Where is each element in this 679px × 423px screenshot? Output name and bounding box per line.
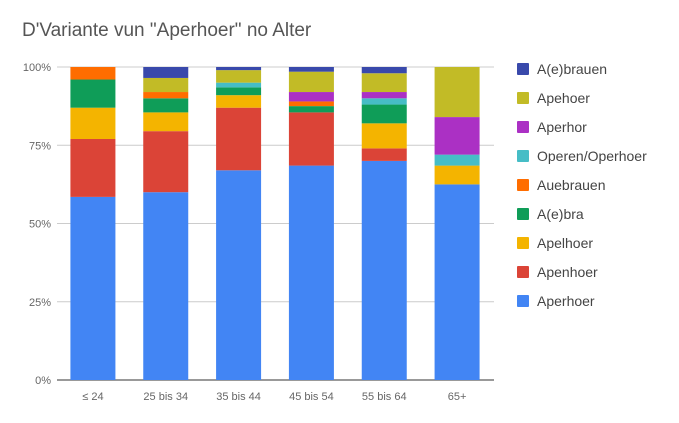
bar-segment-aperhor-3[interactable] — [288, 92, 334, 102]
bar-segment-apehoer-5[interactable] — [434, 67, 480, 118]
legend-swatch — [517, 208, 529, 220]
bar-segment-a-e-brauen-3[interactable] — [288, 67, 334, 72]
bar-segment-apehoer-3[interactable] — [288, 71, 334, 93]
y-tick-label: 25% — [29, 297, 51, 309]
legend-label: Apenhoer — [537, 264, 598, 280]
x-tick-label: 55 bis 64 — [362, 391, 407, 403]
bar-segment-auebrauen-1[interactable] — [143, 92, 189, 99]
x-tick-label: 25 bis 34 — [143, 391, 188, 403]
legend-label: Apelhoer — [537, 235, 593, 251]
legend-label: Apehoer — [537, 90, 590, 106]
y-tick-label: 0% — [35, 375, 51, 387]
bar-segment-apenhoer-0[interactable] — [70, 138, 116, 197]
legend-label: Aperhor — [537, 119, 587, 135]
bar-segment-a-e-brauen-4[interactable] — [361, 67, 407, 74]
legend-swatch — [517, 266, 529, 278]
legend-swatch — [517, 150, 529, 162]
bars — [70, 67, 480, 380]
legend-item-apelhoer[interactable]: Apelhoer — [517, 235, 593, 251]
legend-swatch — [517, 295, 529, 307]
bar-segment-aperhor-4[interactable] — [361, 92, 407, 99]
legend-item-auebrauen[interactable]: Auebrauen — [517, 177, 606, 193]
bar-segment-auebrauen-3[interactable] — [288, 101, 334, 107]
bar-segment-aperhoer-4[interactable] — [361, 160, 407, 380]
bar-segment-a-e-bra-0[interactable] — [70, 79, 116, 108]
legend-item-a-e-bra[interactable]: A(e)bra — [517, 206, 584, 222]
bar-segment-apehoer-4[interactable] — [361, 73, 407, 93]
bar-segment-apelhoer-4[interactable] — [361, 123, 407, 149]
bar-segment-apenhoer-2[interactable] — [216, 107, 262, 171]
y-tick-label: 75% — [29, 140, 51, 152]
x-tick-label: 35 bis 44 — [216, 391, 261, 403]
legend-item-aperhoer[interactable]: Aperhoer — [517, 293, 595, 309]
bar-segment-a-e-bra-2[interactable] — [216, 87, 262, 96]
bar-segment-apenhoer-3[interactable] — [288, 112, 334, 166]
y-tick-label: 50% — [29, 219, 51, 231]
legend-item-apehoer[interactable]: Apehoer — [517, 90, 590, 106]
gridlines — [57, 66, 494, 381]
legend-swatch — [517, 179, 529, 191]
bar-segment-operen-operhoer-2[interactable] — [216, 82, 262, 88]
legend-label: A(e)brauen — [537, 61, 607, 77]
legend-swatch — [517, 121, 529, 133]
legend-item-operen-operhoer[interactable]: Operen/Operhoer — [517, 148, 647, 164]
x-tick-label: ≤ 24 — [82, 391, 103, 403]
legend-swatch — [517, 237, 529, 249]
legend-swatch — [517, 92, 529, 104]
x-tick-label: 65+ — [448, 391, 467, 403]
bar-segment-a-e-bra-4[interactable] — [361, 104, 407, 124]
bar-segment-auebrauen-0[interactable] — [70, 67, 116, 80]
bar-segment-a-e-brauen-2[interactable] — [216, 67, 262, 71]
bar-segment-aperhoer-2[interactable] — [216, 170, 262, 380]
bar-segment-apenhoer-4[interactable] — [361, 148, 407, 161]
legend-item-a-e-brauen[interactable]: A(e)brauen — [517, 61, 607, 77]
bar-segment-aperhor-5[interactable] — [434, 117, 480, 155]
bar-segment-operen-operhoer-4[interactable] — [361, 98, 407, 105]
bar-segment-aperhoer-5[interactable] — [434, 184, 480, 380]
bar-segment-aperhoer-3[interactable] — [288, 165, 334, 380]
bar-segment-a-e-brauen-1[interactable] — [143, 67, 189, 78]
legend-swatch — [517, 63, 529, 75]
bar-segment-aperhoer-0[interactable] — [70, 196, 116, 380]
bar-segment-a-e-bra-3[interactable] — [288, 106, 334, 113]
chart-title: D'Variante vun "Aperhoer" no Alter — [22, 20, 312, 41]
bar-segment-apelhoer-1[interactable] — [143, 112, 189, 132]
bar-segment-aperhoer-1[interactable] — [143, 192, 189, 380]
bar-segment-apelhoer-0[interactable] — [70, 107, 116, 139]
y-axis-ticks: 0% 25% 50% 75% 100% — [23, 62, 51, 387]
bar-segment-apehoer-1[interactable] — [143, 77, 189, 93]
x-axis-ticks: ≤ 24 25 bis 34 35 bis 44 45 bis 54 55 bis 64… — [82, 391, 466, 403]
legend-item-apenhoer[interactable]: Apenhoer — [517, 264, 598, 280]
legend-label: A(e)bra — [537, 206, 584, 222]
legend: A(e)brauen Apehoer Aperhor Operen/Operhoer A… — [517, 61, 647, 309]
legend-label: Operen/Operhoer — [537, 148, 647, 164]
bar-segment-operen-operhoer-5[interactable] — [434, 154, 480, 166]
bar-segment-a-e-bra-1[interactable] — [143, 98, 189, 113]
x-tick-label: 45 bis 54 — [289, 391, 334, 403]
bar-segment-apelhoer-2[interactable] — [216, 95, 262, 108]
legend-label: Auebrauen — [537, 177, 606, 193]
legend-item-aperhor[interactable]: Aperhor — [517, 119, 587, 135]
legend-label: Aperhoer — [537, 293, 595, 309]
bar-segment-apenhoer-1[interactable] — [143, 131, 189, 193]
y-tick-label: 100% — [23, 62, 51, 74]
bar-segment-apehoer-2[interactable] — [216, 70, 262, 83]
bar-segment-apelhoer-5[interactable] — [434, 165, 480, 185]
